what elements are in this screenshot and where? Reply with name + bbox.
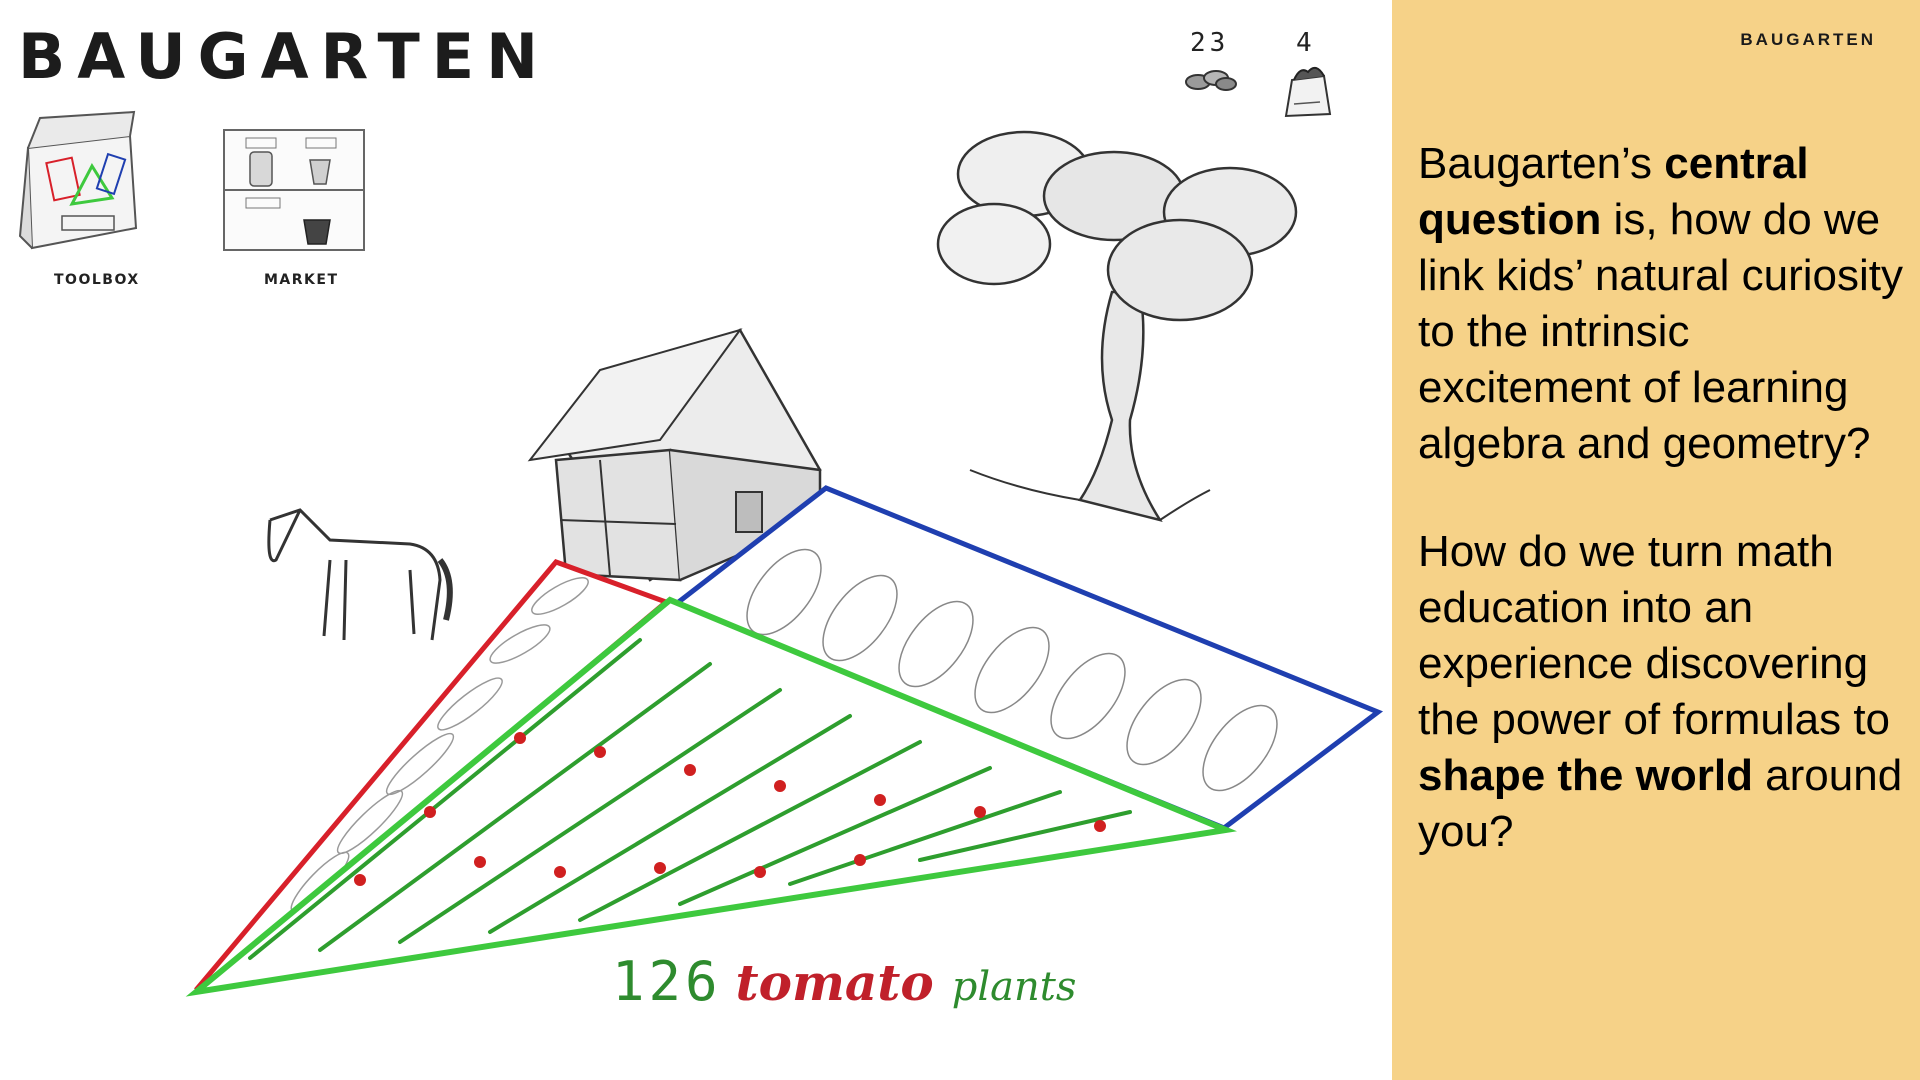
barn-icon xyxy=(527,328,822,582)
panel-logo: BAUGARTEN xyxy=(1740,30,1876,49)
plants-word-plants: plants xyxy=(951,964,1077,1010)
toolbox-icon xyxy=(18,110,138,250)
coins-icon[interactable] xyxy=(1182,66,1238,94)
farm-scene xyxy=(185,130,1384,997)
plants-count: 126 xyxy=(612,950,722,1013)
plants-count-label: 126 tomato plants xyxy=(612,950,1076,1013)
tree-icon xyxy=(936,130,1298,522)
paragraph-central-question: Baugarten’s central question is, how do … xyxy=(1418,139,1903,468)
toolbox-label: TOOLBOX xyxy=(54,272,140,288)
game-canvas: BAUGARTEN TOOLBOX MARKET 23 xyxy=(10,20,1384,1013)
coins-count: 23 xyxy=(1190,28,1230,58)
panel-text: Baugarten’s central question is, how do … xyxy=(1418,136,1910,860)
tomato-plot xyxy=(185,596,1238,997)
toolbox-button[interactable]: TOOLBOX xyxy=(10,108,150,288)
info-panel: BAUGARTEN Baugarten’s central question i… xyxy=(1392,0,1920,1080)
paragraph-math-education: How do we turn math education into an ex… xyxy=(1418,527,1903,856)
bags-count: 4 xyxy=(1296,28,1316,58)
seed-bag-icon[interactable] xyxy=(1280,60,1336,120)
market-label: MARKET xyxy=(264,272,339,288)
market-button[interactable]: MARKET xyxy=(220,126,370,288)
horse-icon xyxy=(267,508,453,641)
plants-word-tomato: tomato xyxy=(735,953,934,1012)
market-icon xyxy=(223,129,365,251)
app-logo: BAUGARTEN xyxy=(18,20,551,93)
